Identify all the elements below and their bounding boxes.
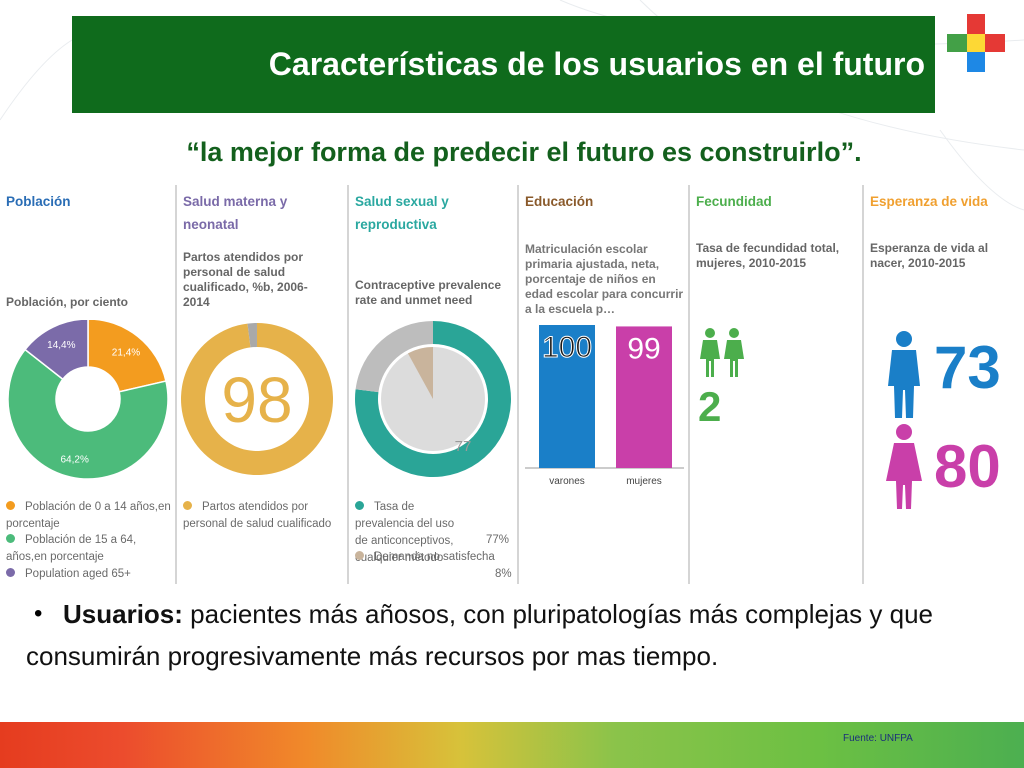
panel-title: Esperanza de vida [870,194,988,209]
legend-label: Partos atendidos por personal de salud c… [183,501,332,530]
bar-mujeres [616,326,672,468]
panel-fecundidad: Fecundidad Tasa de fecundidad total, muj… [690,185,864,584]
legend-dot-icon [355,501,364,510]
inner-value-label: 77 [455,438,472,455]
title-bar: Características de los usuarios en el fu… [72,16,935,113]
legend-value: 8% [495,568,512,580]
panel-subtitle: Matriculación escolar primaria ajustada,… [525,242,684,316]
panel-title: Población [6,194,71,209]
donut-chart-salud-sexual: 77 [355,321,511,477]
bullet-icon: • [34,600,43,627]
panel-esperanza: Esperanza de vida Esperanza de vida al n… [864,185,1024,584]
source-note: Fuente: UNFPA [843,733,913,744]
bar-varones [539,325,595,468]
female-life-expectancy: 80 [934,433,1001,500]
pie-slice [247,323,257,348]
bottom-color-band [0,722,1024,768]
legend-item: Población de 0 a 14 años,en porcentaje [6,499,171,533]
center-value-label: 98 [221,364,292,436]
bar-value-label: 100 [542,331,592,364]
legend-label: Población de 0 a 14 años,en porcentaje [6,501,171,530]
female-figures-icon [700,328,744,377]
category-label: varones [549,476,585,487]
panel-subtitle: Tasa de fecundidad total, mujeres, 2010-… [696,241,840,270]
legend-value: 77% [486,534,510,546]
bar-value-label: 99 [627,332,660,365]
legend-label: Demanda no satisfecha [374,551,495,563]
bullet-bold: Usuarios: [63,599,183,629]
slice-label: 64,2% [61,455,89,466]
panel-subtitle: Partos atendidos por personal de salud c… [183,250,308,309]
legend-dot-icon [183,501,192,510]
panel-educacion: Educación Matriculación escolar primaria… [519,185,690,584]
legend-item: Partos atendidos por personal de salud c… [183,499,343,533]
pie-slice [407,347,433,399]
pie-slice [181,323,333,475]
panel-subtitle: Esperanza de vida al nacer, 2010-2015 [870,241,989,270]
panel-subtitle: Población, por ciento [6,295,129,309]
legend-dot-icon [6,501,15,510]
pie-slice [355,321,511,477]
legend-label: Tasa de prevalencia del uso de anticonce… [355,501,455,564]
panel-title: Educación [525,194,594,209]
panel-subtitle: Contraceptive prevalence rate and unmet … [355,278,502,307]
legend-dot-icon [6,534,15,543]
fecundidad-value: 2 [698,383,722,430]
slide-title: Características de los usuarios en el fu… [268,46,925,82]
legend-dot-icon [355,551,364,560]
bullet-paragraph: Usuarios: pacientes más añosos, con plur… [26,593,986,677]
donut-chart-poblacion: 21,4% 64,2% 14,4% [7,320,169,480]
panel-salud-materna: Salud materna y neonatal Partos atendido… [177,185,349,584]
legend-dot-icon [6,568,15,577]
bar-chart-educacion: 100 varones 99 mujeres [525,325,684,487]
donut-chart-salud-materna: 98 [181,323,333,475]
slice-label: 21,4% [112,347,140,358]
panel-title: Salud sexual y reproductiva [355,194,449,232]
panel-title: Fecundidad [696,194,772,209]
bullet-text: pacientes más añosos, con pluripatología… [26,599,933,671]
pie-slice [7,348,169,480]
male-life-expectancy: 73 [934,334,1001,401]
legend-item: Demanda no satisfecha [355,549,515,566]
pie-slice [87,320,167,393]
pie-slice [355,321,433,393]
legend-item: Tasa de prevalencia del uso de anticonce… [355,499,470,567]
legend-label: Población de 15 a 64, años,en porcentaje [6,534,137,563]
male-figure-icon [888,331,920,418]
panel-title: Salud materna y neonatal [183,194,288,232]
panel-poblacion: Población Población, por ciento 21,4% 64,… [0,185,177,584]
panel-salud-sexual: Salud sexual y reproductiva Contraceptiv… [349,185,519,584]
quote-text: “la mejor forma de predecir el futuro es… [186,137,862,167]
legend-label: Population aged 65+ [25,568,131,580]
female-figure-icon [886,424,922,509]
slice-label: 14,4% [47,340,75,351]
cross-logo-icon [947,14,1005,72]
category-label: mujeres [626,476,662,487]
pie-slice [24,320,89,381]
legend-item: Población de 15 a 64, años,en porcentaje [6,532,171,566]
legend-item: Population aged 65+ [6,566,171,583]
